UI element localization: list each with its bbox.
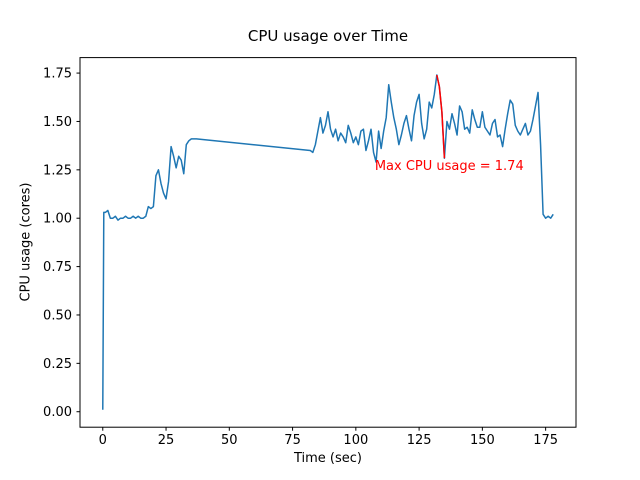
y-axis-label: CPU usage (cores) xyxy=(18,182,34,302)
x-tick-label: 0 xyxy=(99,433,107,448)
x-tick-label: 175 xyxy=(533,433,558,448)
y-tick-label: 1.25 xyxy=(43,163,72,178)
cpu-usage-line xyxy=(102,74,554,410)
max-annotation: Max CPU usage = 1.74 xyxy=(374,159,524,175)
x-tick-label: 75 xyxy=(284,433,301,448)
x-tick-label: 100 xyxy=(343,433,368,448)
y-tick-label: 0.00 xyxy=(43,405,72,420)
x-tick-label: 25 xyxy=(158,433,175,448)
x-tick-label: 150 xyxy=(470,433,495,448)
x-tick-label: 125 xyxy=(407,433,432,448)
y-tick-label: 1.75 xyxy=(43,67,72,82)
x-axis-label: Time (sec) xyxy=(293,451,362,466)
chart-title: CPU usage over Time xyxy=(247,27,409,45)
y-tick-label: 0.75 xyxy=(43,260,72,275)
y-tick-label: 0.25 xyxy=(43,357,72,372)
axes-box xyxy=(79,57,577,428)
y-tick-label: 1.00 xyxy=(43,212,72,227)
y-tick-label: 1.50 xyxy=(43,115,72,130)
max-highlight-line xyxy=(436,74,446,159)
y-tick-label: 0.50 xyxy=(43,308,72,323)
x-tick-label: 50 xyxy=(221,433,238,448)
